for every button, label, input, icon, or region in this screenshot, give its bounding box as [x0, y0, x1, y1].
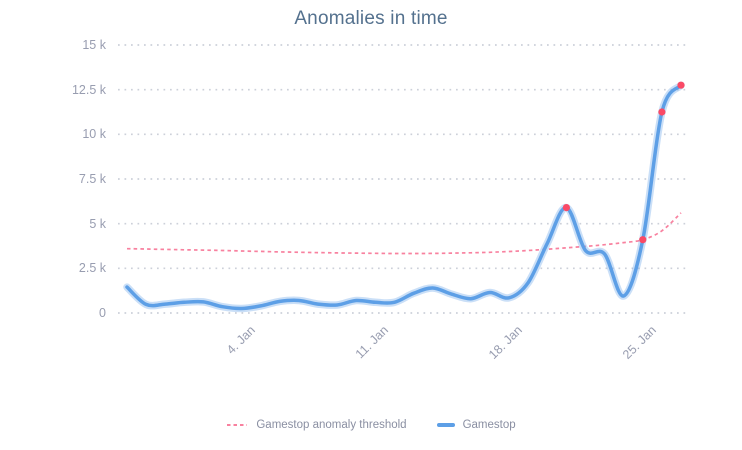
anomaly-marker[interactable] — [639, 236, 647, 244]
y-axis-label: 12.5 k — [71, 82, 106, 97]
gamestop-line-halo — [123, 81, 685, 313]
threshold-dashed-line-sample — [227, 424, 248, 426]
legend-label-threshold: Gamestop anomaly threshold — [256, 419, 407, 431]
chart-title: Anomalies in time — [294, 8, 448, 29]
anomaly-marker[interactable] — [658, 108, 666, 116]
y-axis-label: 0 — [99, 306, 106, 320]
y-axis-label: 2.5 k — [78, 261, 106, 276]
anomaly-marker[interactable] — [562, 204, 571, 212]
gamestop-solid-line-sample — [436, 423, 455, 427]
y-axis-label: 5 k — [89, 216, 106, 231]
legend-label-gamestop: Gamestop — [462, 419, 516, 431]
legend-item-anomaly-threshold[interactable]: Gamestop anomaly threshold — [226, 419, 407, 431]
anomaly-marker[interactable] — [677, 81, 685, 89]
y-axis-label: 7.5 k — [78, 172, 106, 186]
legend: Gamestop anomaly threshold Gamestop — [0, 419, 742, 431]
legend-item-gamestop[interactable]: Gamestop — [436, 419, 516, 431]
y-axis-label: 10 k — [82, 127, 106, 142]
y-axis-label: 15 k — [82, 38, 106, 52]
threshold-line — [126, 212, 682, 255]
gamestop-line — [125, 83, 683, 311]
